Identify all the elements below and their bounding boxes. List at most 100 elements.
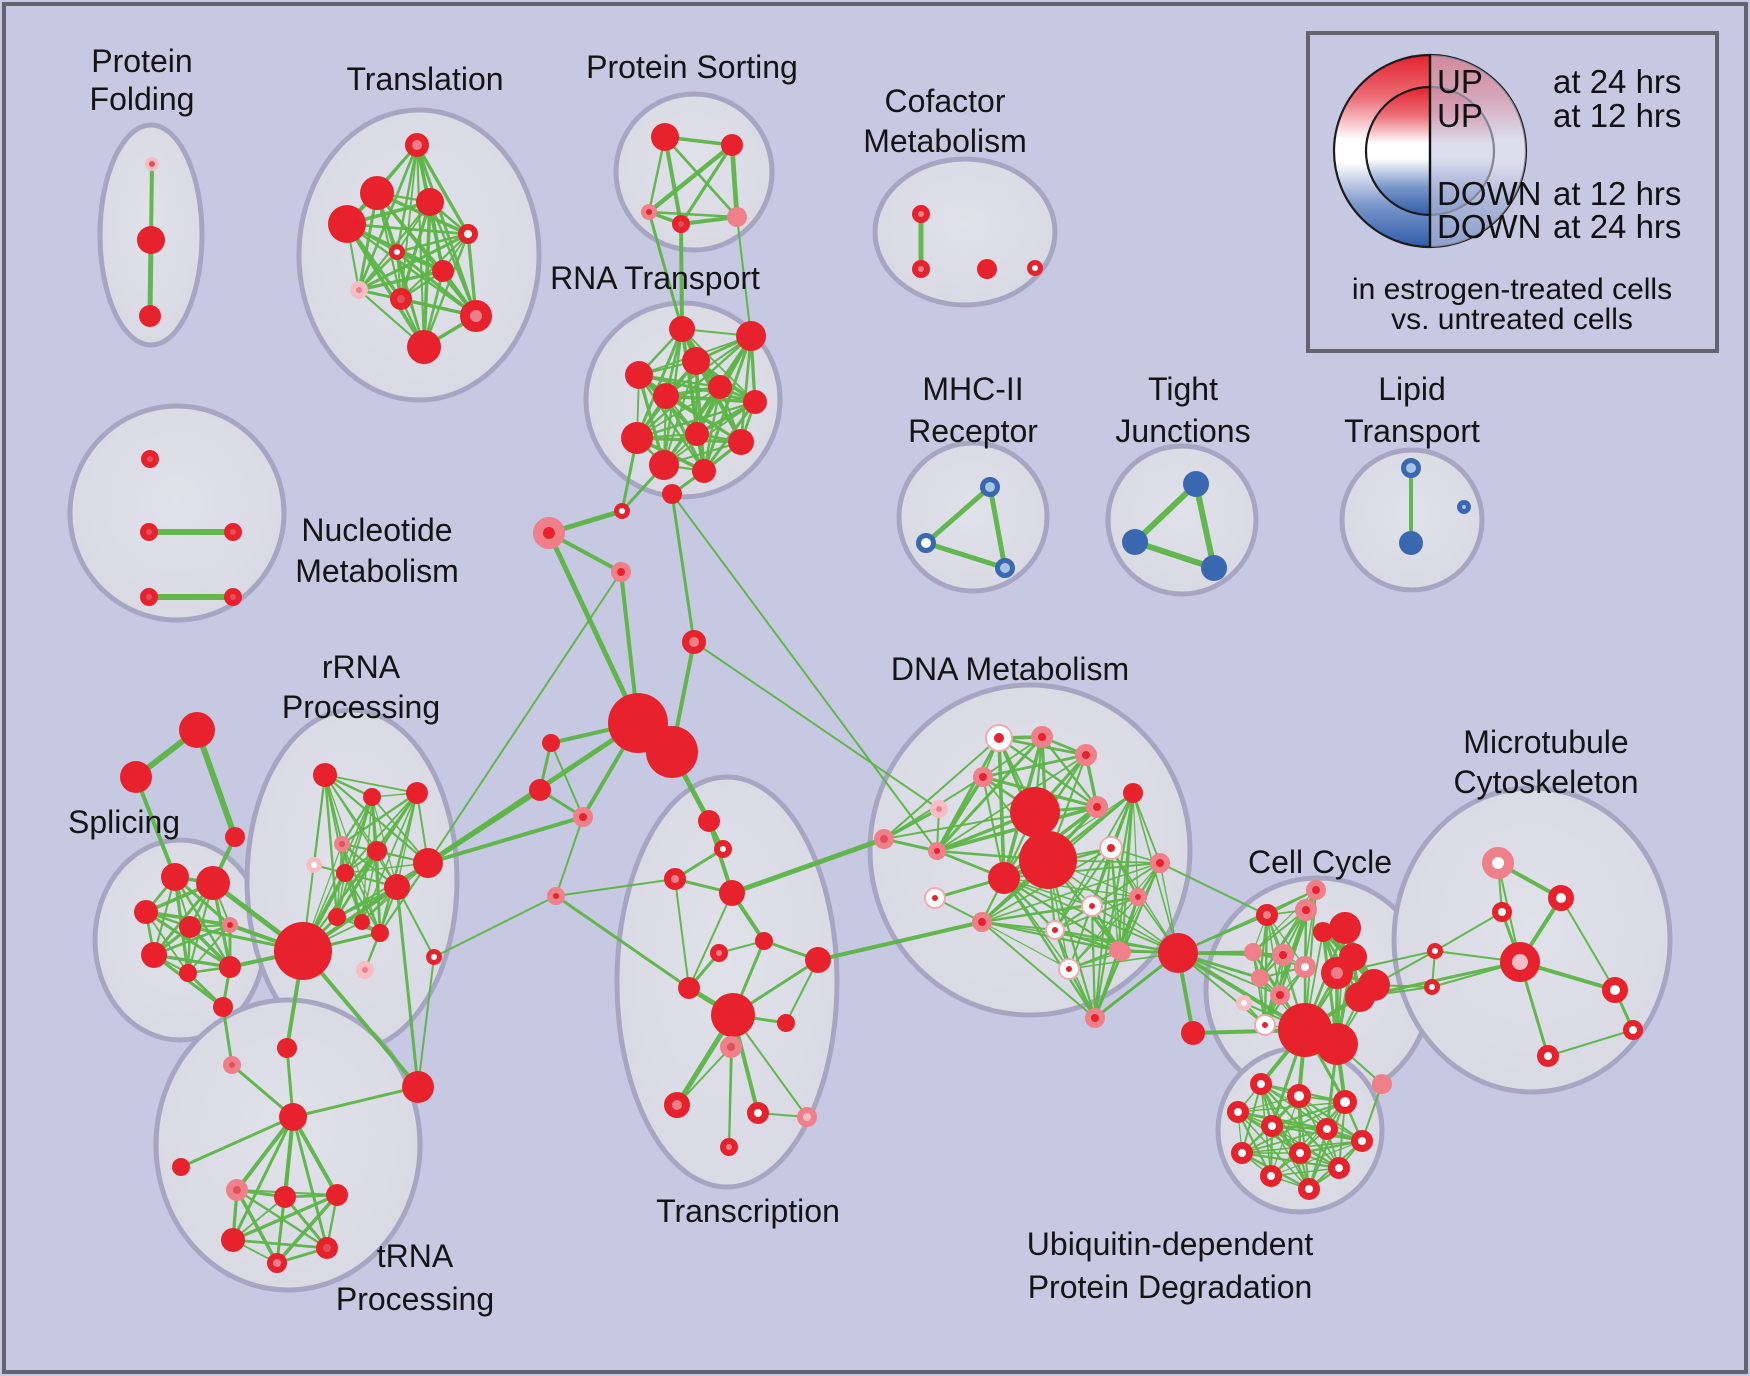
node-t9 <box>390 288 412 310</box>
node-halo <box>1045 920 1065 940</box>
node-t11 <box>407 330 441 364</box>
node-pf1 <box>145 157 159 171</box>
cluster-label-mhc-ii-receptor: Receptor <box>908 413 1038 449</box>
node-rt11 <box>649 450 679 480</box>
node-rr8 <box>413 848 443 878</box>
legend-down-24-time: at 24 hrs <box>1553 208 1681 245</box>
edge <box>736 216 752 337</box>
node-cc12 <box>1256 1016 1274 1034</box>
node-t3 <box>328 205 366 243</box>
edge <box>1002 876 1097 1020</box>
node-cc14 <box>1339 943 1367 971</box>
node-tb <box>277 1038 297 1058</box>
edge <box>987 484 1008 571</box>
node-cc9 <box>1251 969 1269 987</box>
node-l3 <box>573 807 593 827</box>
edge <box>1270 1101 1346 1177</box>
node-cc1 <box>1256 904 1278 926</box>
node-ub5 <box>1261 1115 1283 1137</box>
node-cm3 <box>977 259 997 279</box>
node-tc <box>279 1103 307 1131</box>
node-rrb <box>274 922 332 980</box>
cluster-label-cofactor-metabolism: Cofactor <box>885 83 1006 119</box>
node-pf2 <box>137 226 165 254</box>
node-sl8 <box>219 956 241 978</box>
edge <box>637 373 706 473</box>
cluster-label-microtubule-cytoskeleton: Cytoskeleton <box>1454 764 1639 800</box>
edge <box>1307 1100 1347 1191</box>
legend: UP at 24 hrs UP at 12 hrs DOWN at 12 hrs… <box>1306 31 1719 353</box>
node-x4 <box>611 562 631 582</box>
node-ub9 <box>1289 1142 1311 1164</box>
edge <box>981 921 1096 1019</box>
edge <box>395 232 470 254</box>
node-cc10 <box>1270 985 1290 1005</box>
edge <box>1090 904 1097 1020</box>
cluster-label-cofactor-metabolism: Metabolism <box>863 123 1027 159</box>
node-tn13 <box>720 1138 738 1156</box>
edge <box>1068 896 1139 970</box>
edge <box>981 921 1070 970</box>
edge <box>291 1115 329 1250</box>
node-rt2 <box>736 321 766 351</box>
edge <box>357 232 470 292</box>
legend-up-24-time: at 24 hrs <box>1553 63 1681 100</box>
node-ls <box>172 1158 190 1176</box>
edge <box>324 774 418 794</box>
node-mt8 <box>1537 1045 1559 1067</box>
edge <box>555 878 676 897</box>
edge <box>1177 889 1317 954</box>
edge <box>1132 792 1139 898</box>
node-rr5 <box>306 857 322 873</box>
node-halo <box>1058 958 1080 980</box>
edge <box>554 894 691 990</box>
edge <box>663 135 683 226</box>
node-rt10 <box>728 429 754 455</box>
node-ub1 <box>1250 1073 1272 1095</box>
edge <box>688 892 733 989</box>
node-halo <box>1099 836 1123 860</box>
node-tn8 <box>777 1014 795 1032</box>
node-ps4 <box>672 215 690 233</box>
node-sl5 <box>222 917 238 933</box>
node-dm7 <box>1086 796 1108 818</box>
cluster-label-transcription: Transcription <box>656 1193 840 1229</box>
node-mt3 <box>1492 902 1512 922</box>
edge <box>693 641 940 810</box>
node-trd <box>221 1228 245 1252</box>
node-dm4 <box>973 767 993 787</box>
node-rt7 <box>743 390 767 414</box>
edge <box>1054 792 1134 931</box>
node-cc2 <box>1295 899 1317 921</box>
edge <box>1068 792 1134 970</box>
legend-up-12-time: at 12 hrs <box>1553 97 1681 134</box>
edge <box>728 1046 732 1148</box>
node-dm22 <box>1060 960 1078 978</box>
node-l1 <box>542 734 560 752</box>
network-nodes <box>120 123 1643 1273</box>
edge <box>1121 792 1134 953</box>
edge <box>301 949 420 1089</box>
edge <box>341 843 381 934</box>
node-dm18 <box>1150 853 1170 873</box>
node-lp3 <box>1457 500 1471 514</box>
node-tn3 <box>664 868 686 890</box>
edge <box>144 910 232 969</box>
cluster-label-tight-junctions: Junctions <box>1115 413 1250 449</box>
edge <box>550 742 584 818</box>
node-tn6 <box>710 944 728 962</box>
legend-up-24-word: UP <box>1437 63 1483 100</box>
node-rr11 <box>354 914 370 930</box>
node-rt4 <box>625 361 653 389</box>
edge <box>1270 1095 1300 1177</box>
node-t4 <box>416 188 444 216</box>
edge <box>664 394 743 444</box>
node-sl2 <box>196 866 230 900</box>
edge <box>145 911 189 974</box>
cluster-label-protein-sorting: Protein Sorting <box>586 49 798 85</box>
node-t5 <box>458 224 478 244</box>
cluster-label-protein-folding: Folding <box>90 81 195 117</box>
edge <box>729 142 740 220</box>
node-dm11 <box>972 912 992 932</box>
node-cm1 <box>912 205 930 223</box>
